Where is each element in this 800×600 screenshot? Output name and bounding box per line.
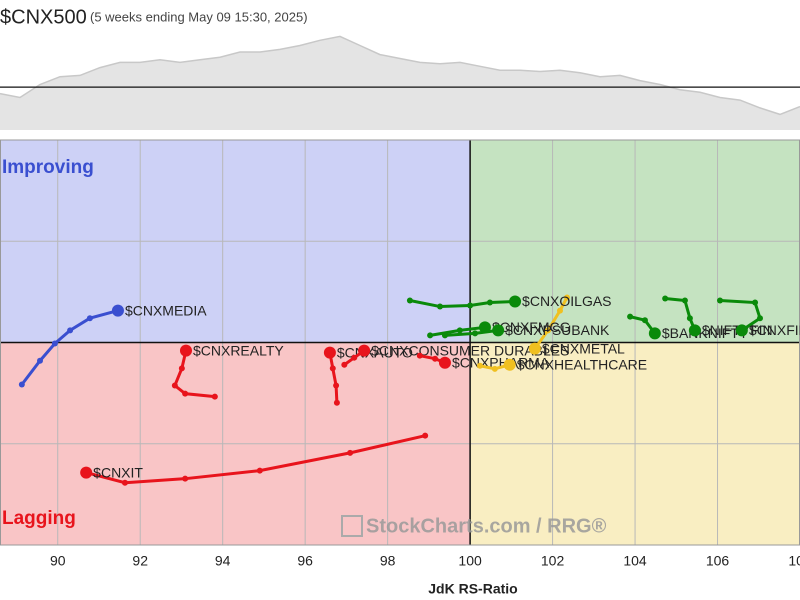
head-point xyxy=(323,346,336,359)
tail-point xyxy=(422,432,429,439)
subtitle: (5 weeks ending May 09 15:30, 2025) xyxy=(90,9,308,24)
series-label: $CNXFINANCE xyxy=(749,322,800,338)
watermark-icon xyxy=(341,515,363,537)
watermark: StockCharts.com / RRG® xyxy=(366,515,607,537)
series-label: $CNXREALTY xyxy=(193,342,284,358)
quadrant-label: Lagging xyxy=(2,508,76,529)
series-label: $CNXOILGAS xyxy=(522,293,611,309)
head-point xyxy=(509,295,522,308)
x-tick-label: 92 xyxy=(132,553,148,569)
tail-line xyxy=(718,298,762,332)
series-label: $BANKNIFTY xyxy=(662,325,749,341)
tail-point xyxy=(171,382,178,389)
tail-point xyxy=(491,365,498,372)
tail-point xyxy=(406,297,413,304)
x-tick-label: 102 xyxy=(541,553,565,569)
quadrant-label: Improving xyxy=(2,157,94,178)
x-tick-label: 96 xyxy=(297,553,313,569)
tail-point xyxy=(347,449,354,456)
tail-point xyxy=(477,362,483,369)
tail-line xyxy=(328,351,339,405)
tail-point xyxy=(178,365,185,372)
head-point xyxy=(111,304,124,317)
tail-point xyxy=(51,340,58,347)
tail-point xyxy=(441,332,448,339)
x-axis-label: JdK RS-Ratio xyxy=(428,581,517,597)
series-label: $CNXMEDIA xyxy=(125,302,207,318)
tail-point xyxy=(564,294,571,301)
head-point xyxy=(358,344,371,357)
head-point xyxy=(648,327,661,340)
tail-point xyxy=(437,303,443,310)
tail-point xyxy=(329,365,336,372)
tail-point xyxy=(717,297,723,304)
tail-point xyxy=(545,327,552,334)
x-tick-label: 104 xyxy=(623,553,647,569)
tail-point xyxy=(416,352,423,359)
head-point xyxy=(438,356,451,369)
tail-point xyxy=(627,313,634,320)
price-area xyxy=(0,36,800,130)
tail-point xyxy=(456,327,463,334)
head-point xyxy=(179,344,192,357)
tail-line xyxy=(663,296,697,332)
tail-point xyxy=(662,295,669,302)
tail-point xyxy=(641,317,648,324)
series-label: $CNXHEALTHCARE xyxy=(517,356,647,372)
tail-point xyxy=(752,299,759,306)
tail-point xyxy=(351,354,358,361)
x-tick-label: 108 xyxy=(788,553,800,569)
tail-point xyxy=(486,299,493,306)
tail-point xyxy=(182,390,189,397)
tail-point xyxy=(472,330,479,337)
tail-point xyxy=(757,315,763,322)
price-line xyxy=(0,35,800,116)
tail-line xyxy=(533,295,569,351)
head-point xyxy=(688,324,701,337)
tail-point xyxy=(333,399,340,406)
x-tick-label: 98 xyxy=(380,553,396,569)
tail-point xyxy=(427,332,434,339)
tail-point xyxy=(86,315,93,322)
x-tick-label: 106 xyxy=(706,553,730,569)
series-label: $CNXFMCG xyxy=(492,319,571,335)
x-tick-label: 100 xyxy=(458,553,482,569)
x-tick-label: 90 xyxy=(50,553,66,569)
tail-point xyxy=(557,307,563,314)
tail-point xyxy=(333,382,340,389)
head-point xyxy=(503,358,516,371)
series-label: $CNXPHARMA xyxy=(452,354,550,370)
head-point xyxy=(80,466,93,479)
tail-point xyxy=(256,467,263,474)
tail-point xyxy=(67,327,74,334)
tail-point xyxy=(121,479,128,486)
tail-point xyxy=(681,297,688,304)
tail-point xyxy=(467,302,474,309)
head-point xyxy=(528,342,541,355)
tail-point xyxy=(18,381,25,388)
series-label: $CNXIT xyxy=(93,464,143,480)
tail-point xyxy=(432,355,439,362)
tail-point xyxy=(341,361,348,368)
head-point xyxy=(492,324,505,337)
tail-line xyxy=(20,309,120,387)
tail-point xyxy=(211,393,218,400)
tail-point xyxy=(686,315,693,322)
title: $CNX500 xyxy=(0,6,87,28)
series-label: $CNXMETAL xyxy=(542,340,625,356)
x-tick-label: 94 xyxy=(215,553,231,569)
tail-point xyxy=(37,357,43,364)
tail-point xyxy=(182,475,189,482)
head-point xyxy=(735,324,748,337)
series-label: $CNXPSUBANK xyxy=(505,322,610,338)
tail-line xyxy=(84,434,427,485)
